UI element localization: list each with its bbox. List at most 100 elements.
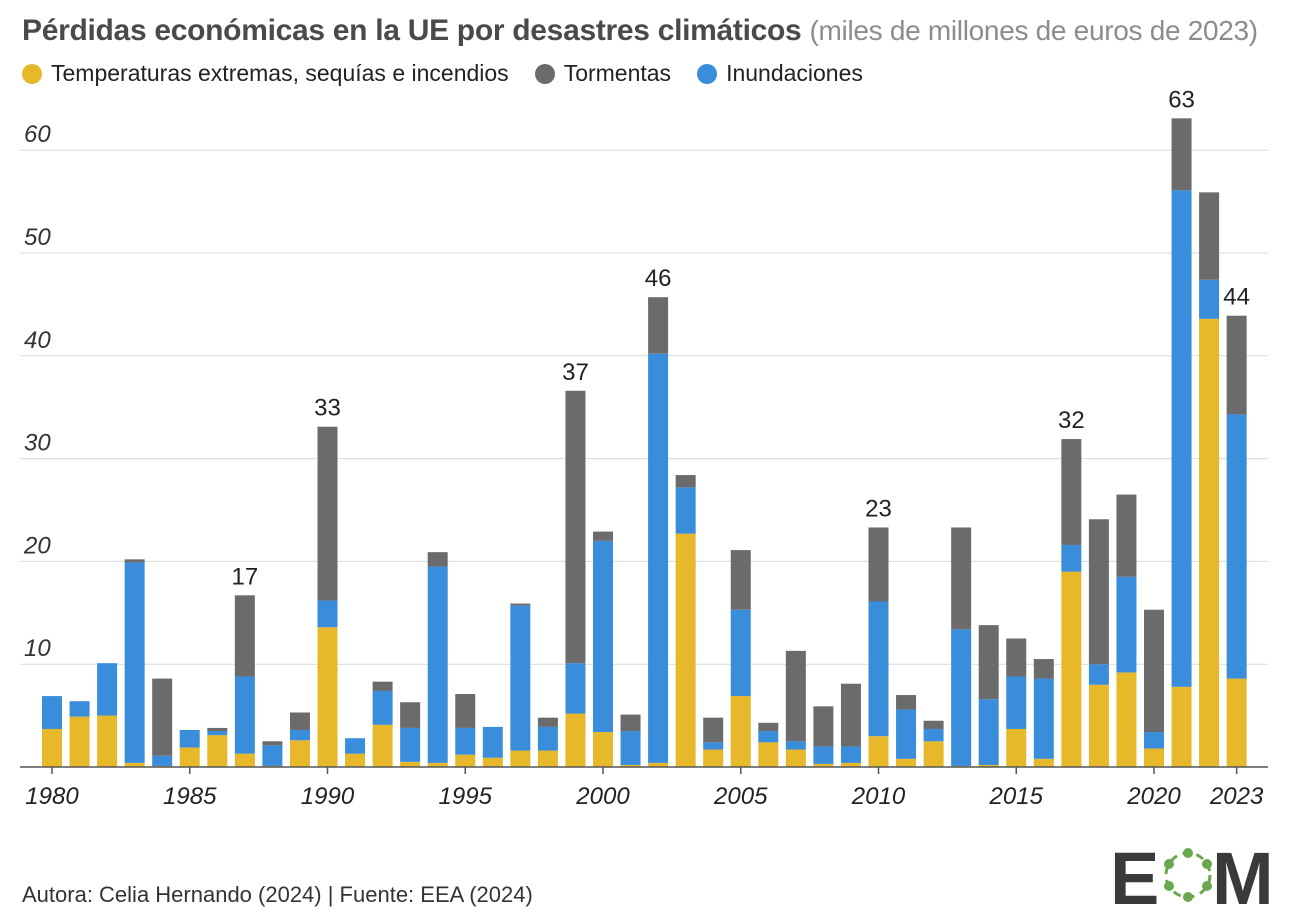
bar-1983-tormentas xyxy=(124,559,145,563)
bar-2014-inundaciones xyxy=(978,699,999,765)
x-tick-label-1980: 1980 xyxy=(25,783,79,810)
bar-1982-inundaciones xyxy=(97,663,118,716)
bar-2010-inundaciones xyxy=(868,601,889,737)
bar-1998-temperaturas xyxy=(537,750,558,767)
bar-2001-inundaciones xyxy=(620,731,641,765)
bar-1992-temperaturas xyxy=(372,724,393,767)
legend-item-inundaciones: Inundaciones xyxy=(697,60,863,87)
total-label-2017: 32 xyxy=(1058,407,1085,434)
bar-1997-inundaciones xyxy=(510,605,531,751)
bar-1985-inundaciones xyxy=(179,729,200,748)
bar-2018-tormentas xyxy=(1088,519,1109,665)
bar-2011-temperaturas xyxy=(896,758,917,767)
bar-1989-temperaturas xyxy=(289,740,310,767)
x-tick-label-2000: 2000 xyxy=(575,783,630,810)
bar-1987-inundaciones xyxy=(234,676,255,754)
bar-2004-inundaciones xyxy=(703,742,724,750)
bar-1986-tormentas xyxy=(207,727,228,732)
bar-2018-temperaturas xyxy=(1088,684,1109,767)
bar-2009-inundaciones xyxy=(840,746,861,763)
bar-1981-inundaciones xyxy=(69,701,90,717)
bar-2011-inundaciones xyxy=(896,709,917,759)
bar-2010-tormentas xyxy=(868,527,889,602)
bar-2009-temperaturas xyxy=(840,762,861,767)
bar-1983-inundaciones xyxy=(124,562,145,763)
bar-1982-temperaturas xyxy=(97,715,118,767)
y-tick-label-10: 10 xyxy=(24,635,51,662)
bar-1984-inundaciones xyxy=(152,755,173,766)
bar-1986-temperaturas xyxy=(207,735,228,767)
bar-2003-inundaciones xyxy=(675,487,696,534)
logo-ring-icon xyxy=(1164,848,1212,902)
bar-2012-inundaciones xyxy=(923,728,944,742)
legend-swatch-tormentas xyxy=(534,63,555,84)
bar-1994-temperaturas xyxy=(427,762,448,767)
bar-2014-tormentas xyxy=(978,625,999,700)
bar-1994-tormentas xyxy=(427,552,448,567)
bar-1980-inundaciones xyxy=(42,696,62,729)
x-tick-label-2005: 2005 xyxy=(713,783,768,810)
legend: Temperaturas extremas, sequías e incendi… xyxy=(22,60,889,87)
bar-2022-inundaciones xyxy=(1199,279,1220,319)
legend-item-tormentas: Tormentas xyxy=(534,60,671,87)
bar-2005-temperaturas xyxy=(730,696,751,767)
bar-2005-inundaciones xyxy=(730,609,751,697)
bar-2023-inundaciones xyxy=(1226,414,1247,679)
eom-logo: E M xyxy=(1110,842,1274,908)
bar-2002-inundaciones xyxy=(648,353,669,763)
bar-1987-temperaturas xyxy=(234,753,255,767)
logo-letter-m: M xyxy=(1212,842,1274,908)
bar-2006-inundaciones xyxy=(758,731,779,743)
bar-1998-inundaciones xyxy=(537,726,558,751)
bar-2002-temperaturas xyxy=(648,762,669,767)
bar-2020-temperaturas xyxy=(1144,748,1164,767)
bar-2023-tormentas xyxy=(1226,315,1247,415)
bar-2012-tormentas xyxy=(923,720,944,729)
bar-1987-tormentas xyxy=(234,595,255,677)
bar-1990-temperaturas xyxy=(317,627,338,767)
x-tick-label-2020: 2020 xyxy=(1126,783,1181,810)
bar-1988-inundaciones xyxy=(262,745,283,766)
bar-2015-inundaciones xyxy=(1006,676,1027,729)
bar-2006-tormentas xyxy=(758,722,779,732)
legend-swatch-temperaturas xyxy=(22,63,42,84)
total-label-2021: 63 xyxy=(1168,90,1195,113)
bar-1989-inundaciones xyxy=(289,729,310,741)
bar-2003-tormentas xyxy=(675,475,696,488)
bar-2016-temperaturas xyxy=(1033,758,1054,767)
bar-2013-tormentas xyxy=(951,527,972,630)
bar-2013-inundaciones xyxy=(951,629,972,766)
bar-1997-tormentas xyxy=(510,603,531,606)
bar-2017-tormentas xyxy=(1061,439,1082,545)
bar-2016-inundaciones xyxy=(1033,678,1054,759)
bar-2004-tormentas xyxy=(703,717,724,743)
bar-1999-tormentas xyxy=(565,390,586,664)
bar-1995-inundaciones xyxy=(455,727,476,755)
bar-1995-temperaturas xyxy=(455,754,476,767)
bar-1996-temperaturas xyxy=(482,757,503,767)
legend-label-temperaturas: Temperaturas extremas, sequías e incendi… xyxy=(51,60,509,86)
bar-2020-tormentas xyxy=(1144,609,1164,733)
bar-2015-tormentas xyxy=(1006,638,1027,677)
bar-1988-tormentas xyxy=(262,741,283,746)
bar-2022-tormentas xyxy=(1199,192,1220,280)
total-label-1987: 17 xyxy=(231,563,258,590)
stacked-bar-chart: 10 20 30 40 50 60 1980 1985 1990 1995 2000 2005 2010… xyxy=(20,90,1268,810)
bar-1998-tormentas xyxy=(537,717,558,727)
bar-2007-inundaciones xyxy=(785,741,806,750)
bar-2005-tormentas xyxy=(730,550,751,610)
bar-1993-tormentas xyxy=(400,702,421,728)
bar-1995-tormentas xyxy=(455,694,476,728)
chart-title: Pérdidas económicas en la UE por desastr… xyxy=(22,14,1258,48)
bar-2019-tormentas xyxy=(1116,494,1137,577)
bar-2000-inundaciones xyxy=(593,540,613,733)
logo-letter-e: E xyxy=(1110,842,1159,908)
bar-1984-tormentas xyxy=(152,678,173,756)
bar-1991-temperaturas xyxy=(345,753,366,767)
x-tick-label-1985: 1985 xyxy=(163,783,217,810)
y-tick-label-40: 40 xyxy=(24,327,51,354)
bar-2007-tormentas xyxy=(785,650,806,742)
total-label-2002: 46 xyxy=(645,265,672,292)
bar-2010-temperaturas xyxy=(868,736,889,767)
bar-2022-temperaturas xyxy=(1199,318,1220,767)
